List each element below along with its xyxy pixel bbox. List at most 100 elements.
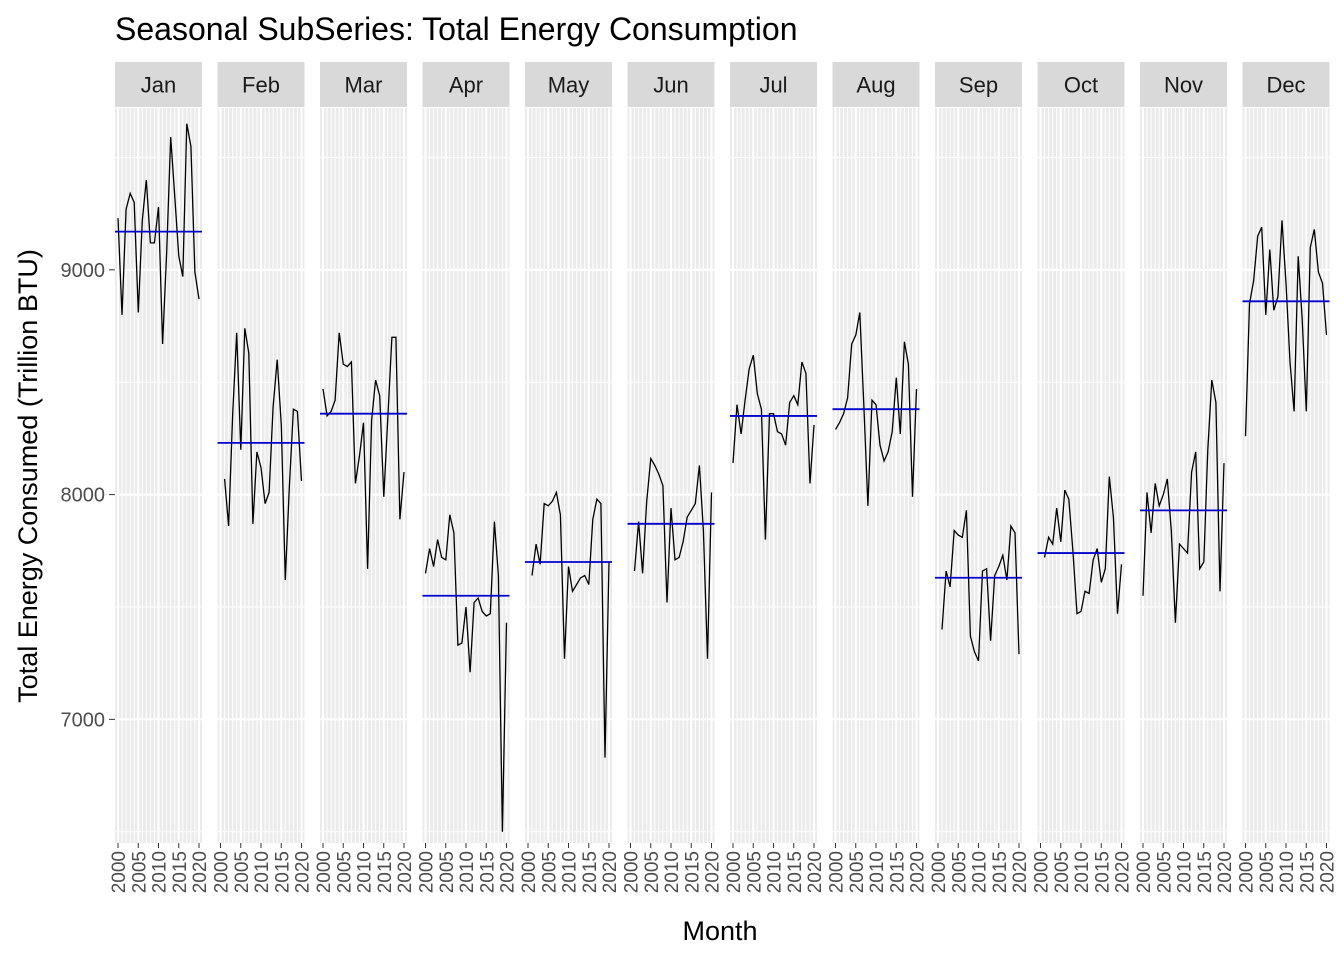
x-tick-label: 2000 xyxy=(929,851,950,893)
series-line-jul xyxy=(732,355,815,540)
series-line-sep xyxy=(941,510,1020,662)
facet-strip-label: Jun xyxy=(653,73,688,98)
x-tick-label: 2000 xyxy=(1134,851,1155,893)
facet-strip xyxy=(627,62,715,107)
x-tick-label: 2015 xyxy=(785,851,806,893)
facet-panel-aug: Aug 2000 2005 2010 2015 2020 xyxy=(827,62,929,893)
x-tick-label: 2005 xyxy=(949,851,970,893)
x-tick-label: 2005 xyxy=(1257,851,1278,893)
x-tick-label: 2000 xyxy=(1237,851,1258,893)
facet-panel-sep: Sep 2000 2005 2010 2015 2020 xyxy=(929,62,1031,893)
x-tick-label: 2010 xyxy=(1175,851,1196,893)
x-tick-label: 2005 xyxy=(1052,851,1073,893)
x-tick-label: 2020 xyxy=(1113,851,1134,893)
x-tick-label: 2010 xyxy=(1277,851,1298,893)
x-tick-label: 2020 xyxy=(1215,851,1236,893)
facet-strip xyxy=(525,62,612,107)
y-tick-label: 8000 xyxy=(61,485,106,507)
x-tick-label: 2010 xyxy=(970,851,991,893)
x-tick-label: 2010 xyxy=(252,851,273,893)
x-tick-label: 2010 xyxy=(150,851,171,893)
series-line-aug xyxy=(834,312,918,506)
facet-panel-nov: Nov 2000 2005 2010 2015 2020 xyxy=(1134,62,1236,893)
x-tick-label: 2000 xyxy=(417,851,438,893)
chart-title: Seasonal SubSeries: Total Energy Consump… xyxy=(115,11,797,47)
x-tick-label: 2000 xyxy=(622,851,643,893)
x-tick-label: 2000 xyxy=(1032,851,1053,893)
y-tick-label: 9000 xyxy=(61,260,106,282)
x-tick-label: 2010 xyxy=(355,851,376,893)
facet-strip xyxy=(1140,62,1227,107)
x-tick-label: 2015 xyxy=(1195,851,1216,893)
facet-strip xyxy=(730,62,817,107)
x-tick-label: 2020 xyxy=(908,851,929,893)
x-tick-label: 2020 xyxy=(703,851,724,893)
series-line-dec xyxy=(1244,220,1328,437)
x-tick-label: 2020 xyxy=(498,851,519,893)
x-tick-label: 2010 xyxy=(1072,851,1093,893)
facet-panel-oct: Oct 2000 2005 2010 2015 2020 xyxy=(1032,62,1134,893)
facet-panel-may: May 2000 2005 2010 2015 2020 xyxy=(519,62,621,893)
facet-strip-label: May xyxy=(548,73,590,98)
x-tick-label: 2020 xyxy=(395,851,416,893)
series-line-feb xyxy=(223,328,303,581)
x-tick-label: 2015 xyxy=(1092,851,1113,893)
x-tick-label: 2005 xyxy=(1154,851,1175,893)
x-tick-label: 2015 xyxy=(682,851,703,893)
x-tick-label: 2015 xyxy=(1297,851,1318,893)
facet-panel-jan: Jan 2000 2005 2010 2015 2020 xyxy=(109,62,211,893)
x-tick-label: 2020 xyxy=(190,851,211,893)
x-tick-label: 2015 xyxy=(170,851,191,893)
y-axis: 7000 8000 9000 xyxy=(61,260,115,731)
series-line-apr xyxy=(424,514,508,832)
x-tick-label: 2015 xyxy=(477,851,498,893)
series-line-jan xyxy=(117,123,200,345)
x-tick-label: 2015 xyxy=(580,851,601,893)
x-tick-label: 2010 xyxy=(662,851,683,893)
x-tick-label: 2000 xyxy=(212,851,233,893)
x-tick-label: 2015 xyxy=(990,851,1011,893)
facet-strip-label: Dec xyxy=(1266,73,1305,98)
facet-strip-label: Jul xyxy=(759,73,787,98)
facet-strip xyxy=(1037,62,1125,107)
facet-panel-apr: Apr 2000 2005 2010 2015 2020 xyxy=(417,62,519,893)
x-axis-label: Month xyxy=(682,916,757,946)
facet-strip-label: Mar xyxy=(345,73,383,98)
x-tick-label: 2010 xyxy=(765,851,786,893)
facet-strip-label: Jan xyxy=(141,73,176,98)
x-tick-label: 2000 xyxy=(314,851,335,893)
x-tick-label: 2005 xyxy=(129,851,150,893)
x-tick-label: 2005 xyxy=(642,851,663,893)
x-tick-label: 2020 xyxy=(1318,851,1339,893)
x-tick-label: 2005 xyxy=(847,851,868,893)
x-tick-label: 2010 xyxy=(457,851,478,893)
x-tick-label: 2000 xyxy=(519,851,540,893)
facet-strip-label: Oct xyxy=(1064,73,1098,98)
facet-panel-dec: Dec 2000 2005 2010 2015 2020 xyxy=(1237,62,1339,893)
facet-strip xyxy=(422,62,510,107)
x-tick-label: 2010 xyxy=(867,851,888,893)
y-axis-label: Total Energy Consumed (Trillion BTU) xyxy=(13,249,43,703)
series-line-oct xyxy=(1043,476,1123,615)
facet-panel-jul: Jul 2000 2005 2010 2015 2020 xyxy=(724,62,826,893)
facet-panel-jun: Jun 2000 2005 2010 2015 2020 xyxy=(622,62,724,893)
y-tick-label: 7000 xyxy=(61,709,106,731)
series-line-may xyxy=(531,490,610,758)
facet-strip-label: Feb xyxy=(242,73,280,98)
x-tick-label: 2005 xyxy=(437,851,458,893)
facet-panel-feb: Feb 2000 2005 2010 2015 2020 xyxy=(212,62,314,893)
facet-strip xyxy=(935,62,1022,107)
facet-strip xyxy=(217,62,305,107)
x-tick-label: 2015 xyxy=(887,851,908,893)
x-tick-label: 2005 xyxy=(539,851,560,893)
series-line-jun xyxy=(633,456,713,659)
facet-strip xyxy=(832,62,920,107)
x-tick-label: 2020 xyxy=(1010,851,1031,893)
facet-strip-label: Nov xyxy=(1164,73,1203,98)
facet-strip xyxy=(320,62,407,107)
x-tick-label: 2010 xyxy=(560,851,581,893)
x-tick-label: 2005 xyxy=(232,851,253,893)
facet-strip-label: Aug xyxy=(856,73,895,98)
x-tick-label: 2000 xyxy=(827,851,848,893)
